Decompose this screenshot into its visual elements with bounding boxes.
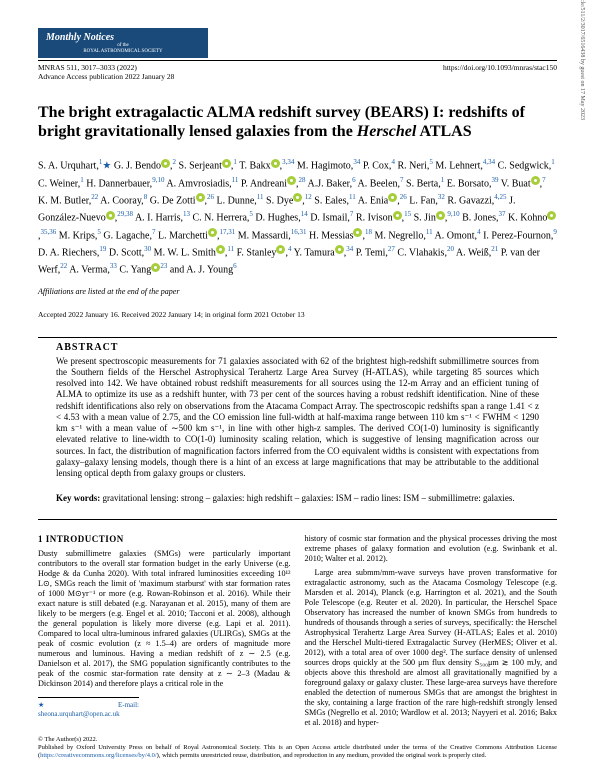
journal-title-3: ROYAL ASTRONOMICAL SOCIETY [46, 49, 200, 55]
rule-below-keywords [38, 519, 557, 520]
top-rule [38, 60, 557, 61]
journal-title-1: Monthly Notices [46, 32, 200, 43]
history-dates: Accepted 2022 January 16. Received 2022 … [38, 310, 557, 319]
right-column: history of cosmic star formation and the… [305, 534, 558, 728]
download-watermark: Downloaded from https://academic.oup.com… [579, 0, 585, 120]
section-1-heading: 1 INTRODUCTION [38, 534, 291, 545]
intro-para-3: Large area submm/mm-wave surveys have pr… [305, 568, 558, 728]
keywords: Key words: gravitational lensing: strong… [56, 493, 539, 503]
abstract-text: We present spectroscopic measurements fo… [56, 356, 539, 480]
journal-banner: Monthly Notices of the ROYAL ASTRONOMICA… [38, 28, 208, 58]
copyright-footer: © The Author(s) 2022. Published by Oxfor… [38, 736, 557, 759]
citation: MNRAS 511, 3017–3033 (2022) [38, 63, 174, 72]
advance-access: Advance Access publication 2022 January … [38, 72, 174, 81]
keywords-text: gravitational lensing: strong – galaxies… [100, 493, 514, 503]
doi: https://doi.org/10.1093/mnras/stac150 [443, 63, 557, 81]
license-link[interactable]: https://creativecommons.org/licenses/by/… [40, 752, 157, 759]
intro-para-1: Dusty submillimetre galaxies (SMGs) were… [38, 549, 291, 689]
email-link[interactable]: sheona.urquhart@open.ac.uk [38, 710, 120, 718]
abstract-heading: ABSTRACT [56, 342, 539, 353]
meta-row: MNRAS 511, 3017–3033 (2022) Advance Acce… [38, 63, 557, 81]
body-columns: 1 INTRODUCTION Dusty submillimetre galax… [38, 534, 557, 728]
abstract-block: ABSTRACT We present spectroscopic measur… [56, 342, 539, 480]
left-column: 1 INTRODUCTION Dusty submillimetre galax… [38, 534, 291, 728]
corresponding-footnote: ★ E-mail: sheona.urquhart@open.ac.uk [38, 697, 139, 718]
rule-above-abstract [38, 337, 557, 338]
intro-para-2: history of cosmic star formation and the… [305, 534, 558, 564]
keywords-label: Key words: [56, 493, 100, 503]
article-title: The bright extragalactic ALMA redshift s… [38, 103, 557, 141]
affiliations-note: Affiliations are listed at the end of th… [38, 287, 557, 296]
author-list: S. A. Urquhart,1★ G. J. Bendo,2 S. Serje… [38, 157, 557, 278]
